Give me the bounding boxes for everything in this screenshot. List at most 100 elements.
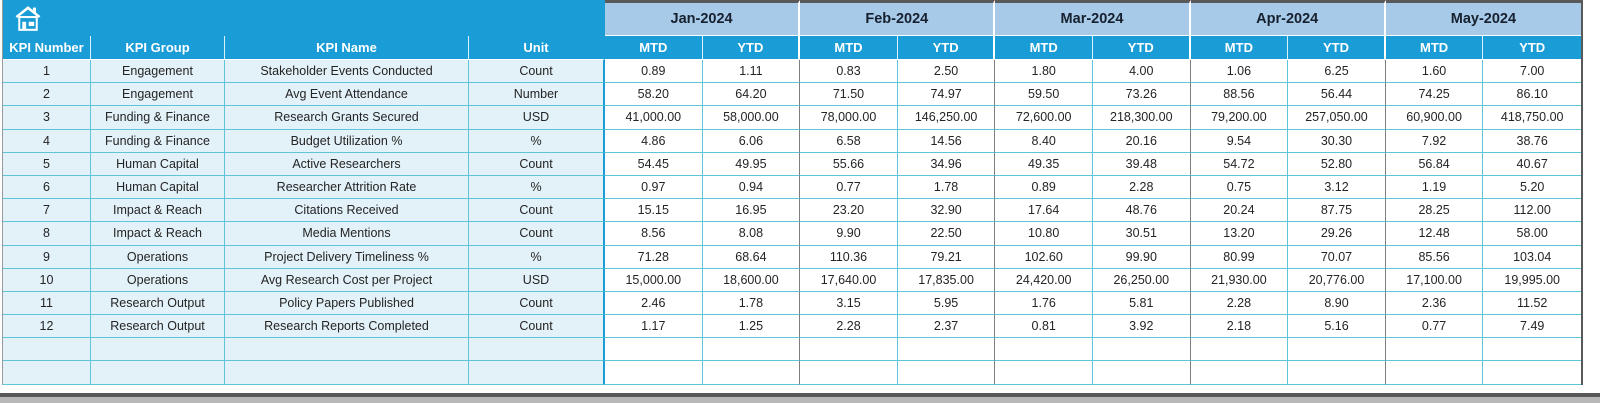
- value-cell[interactable]: 73.26: [1092, 83, 1191, 107]
- value-cell[interactable]: 54.72: [1190, 152, 1289, 176]
- value-cell[interactable]: 48.76: [1092, 199, 1191, 223]
- value-cell[interactable]: 110.36: [800, 245, 898, 269]
- value-cell[interactable]: 102.60: [995, 245, 1093, 269]
- value-cell[interactable]: 0.94: [702, 175, 801, 200]
- kpi-group-cell[interactable]: Impact & Reach: [91, 222, 225, 246]
- value-cell[interactable]: 0.89: [995, 175, 1093, 200]
- unit-cell[interactable]: Count: [469, 222, 605, 246]
- kpi-number-cell[interactable]: 10: [3, 268, 91, 292]
- unit-cell[interactable]: USD: [469, 106, 605, 130]
- kpi-name-cell[interactable]: Research Grants Secured: [225, 106, 469, 130]
- value-cell[interactable]: 49.95: [702, 152, 801, 176]
- value-cell[interactable]: 9.54: [1190, 129, 1289, 153]
- value-cell[interactable]: 20.16: [1092, 129, 1191, 153]
- value-cell[interactable]: 1.80: [995, 60, 1093, 84]
- col-header-kpi-group[interactable]: KPI Group: [91, 36, 225, 60]
- value-cell[interactable]: 2.28: [1190, 291, 1289, 316]
- kpi-group-cell[interactable]: Human Capital: [91, 152, 225, 176]
- value-cell[interactable]: 40.67: [1483, 152, 1581, 176]
- unit-cell[interactable]: %: [469, 175, 605, 200]
- col-header-unit[interactable]: Unit: [469, 36, 605, 60]
- value-cell[interactable]: 80.99: [1190, 245, 1289, 269]
- value-cell[interactable]: 17,100.00: [1385, 268, 1484, 292]
- value-cell[interactable]: 58.00: [1483, 222, 1581, 246]
- empty-left-cell[interactable]: [3, 338, 91, 362]
- value-cell[interactable]: 68.64: [702, 245, 801, 269]
- value-cell[interactable]: 5.20: [1483, 175, 1581, 200]
- value-cell[interactable]: 99.90: [1092, 245, 1191, 269]
- mtd-header[interactable]: MTD: [1385, 36, 1484, 60]
- kpi-name-cell[interactable]: Budget Utilization %: [225, 129, 469, 153]
- value-cell[interactable]: 1.78: [702, 291, 801, 316]
- value-cell[interactable]: 1.11: [702, 60, 801, 84]
- value-cell[interactable]: 5.16: [1288, 315, 1386, 339]
- value-cell[interactable]: 3.12: [1288, 175, 1386, 200]
- empty-value-cell[interactable]: [1288, 338, 1386, 362]
- kpi-group-cell[interactable]: Engagement: [91, 60, 225, 84]
- value-cell[interactable]: 32.90: [897, 199, 996, 223]
- month-header[interactable]: Apr-2024: [1190, 0, 1386, 36]
- value-cell[interactable]: 88.56: [1190, 83, 1289, 107]
- value-cell[interactable]: 59.50: [995, 83, 1093, 107]
- value-cell[interactable]: 0.81: [995, 315, 1093, 339]
- kpi-group-cell[interactable]: Funding & Finance: [91, 106, 225, 130]
- value-cell[interactable]: 0.77: [1385, 315, 1484, 339]
- value-cell[interactable]: 8.40: [995, 129, 1093, 153]
- value-cell[interactable]: 52.80: [1288, 152, 1386, 176]
- empty-value-cell[interactable]: [995, 361, 1093, 385]
- value-cell[interactable]: 26,250.00: [1092, 268, 1191, 292]
- kpi-name-cell[interactable]: Stakeholder Events Conducted: [225, 60, 469, 84]
- kpi-number-cell[interactable]: 9: [3, 245, 91, 269]
- value-cell[interactable]: 60,900.00: [1385, 106, 1484, 130]
- value-cell[interactable]: 2.46: [605, 291, 703, 316]
- value-cell[interactable]: 3.15: [800, 291, 898, 316]
- value-cell[interactable]: 2.18: [1190, 315, 1289, 339]
- kpi-number-cell[interactable]: 6: [3, 175, 91, 200]
- ytd-header[interactable]: YTD: [1288, 36, 1386, 60]
- empty-value-cell[interactable]: [1190, 361, 1289, 385]
- unit-cell[interactable]: Count: [469, 152, 605, 176]
- value-cell[interactable]: 30.51: [1092, 222, 1191, 246]
- kpi-name-cell[interactable]: Avg Event Attendance: [225, 83, 469, 107]
- value-cell[interactable]: 30.30: [1288, 129, 1386, 153]
- empty-value-cell[interactable]: [702, 338, 801, 362]
- kpi-group-cell[interactable]: Operations: [91, 245, 225, 269]
- empty-value-cell[interactable]: [1092, 338, 1191, 362]
- value-cell[interactable]: 4.86: [605, 129, 703, 153]
- value-cell[interactable]: 56.44: [1288, 83, 1386, 107]
- home-button[interactable]: [11, 4, 45, 32]
- value-cell[interactable]: 58,000.00: [702, 106, 801, 130]
- empty-value-cell[interactable]: [800, 361, 898, 385]
- value-cell[interactable]: 39.48: [1092, 152, 1191, 176]
- kpi-group-cell[interactable]: Human Capital: [91, 175, 225, 200]
- kpi-group-cell[interactable]: Engagement: [91, 83, 225, 107]
- value-cell[interactable]: 7.92: [1385, 129, 1484, 153]
- value-cell[interactable]: 71.28: [605, 245, 703, 269]
- value-cell[interactable]: 14.56: [897, 129, 996, 153]
- value-cell[interactable]: 49.35: [995, 152, 1093, 176]
- value-cell[interactable]: 15.15: [605, 199, 703, 223]
- kpi-name-cell[interactable]: Citations Received: [225, 199, 469, 223]
- kpi-group-cell[interactable]: Research Output: [91, 291, 225, 316]
- value-cell[interactable]: 2.28: [1092, 175, 1191, 200]
- value-cell[interactable]: 12.48: [1385, 222, 1484, 246]
- kpi-group-cell[interactable]: Research Output: [91, 315, 225, 339]
- value-cell[interactable]: 112.00: [1483, 199, 1581, 223]
- empty-left-cell[interactable]: [469, 338, 605, 362]
- value-cell[interactable]: 17,835.00: [897, 268, 996, 292]
- kpi-name-cell[interactable]: Research Reports Completed: [225, 315, 469, 339]
- kpi-number-cell[interactable]: 12: [3, 315, 91, 339]
- value-cell[interactable]: 1.78: [897, 175, 996, 200]
- month-header[interactable]: Jan-2024: [605, 0, 801, 36]
- value-cell[interactable]: 70.07: [1288, 245, 1386, 269]
- value-cell[interactable]: 0.97: [605, 175, 703, 200]
- unit-cell[interactable]: %: [469, 245, 605, 269]
- kpi-name-cell[interactable]: Policy Papers Published: [225, 291, 469, 316]
- value-cell[interactable]: 11.52: [1483, 291, 1581, 316]
- value-cell[interactable]: 1.06: [1190, 60, 1289, 84]
- value-cell[interactable]: 41,000.00: [605, 106, 703, 130]
- ytd-header[interactable]: YTD: [897, 36, 996, 60]
- value-cell[interactable]: 7.00: [1483, 60, 1581, 84]
- kpi-number-cell[interactable]: 5: [3, 152, 91, 176]
- value-cell[interactable]: 5.95: [897, 291, 996, 316]
